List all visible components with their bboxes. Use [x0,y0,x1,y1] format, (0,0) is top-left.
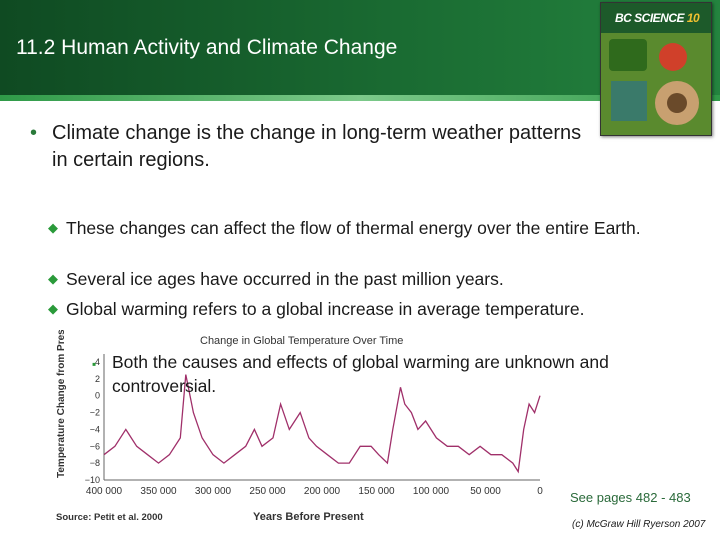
sub-bullet-text: Several ice ages have occurred in the pa… [66,269,504,289]
y-tick-label: 4 [95,357,100,367]
y-tick-label: −4 [90,424,100,434]
cover-photo-leaf [609,39,647,71]
chart-x-label: Years Before Present [253,511,364,523]
x-tick-label: 350 000 [140,486,177,497]
see-pages-note: See pages 482 - 483 [570,490,691,505]
x-tick-label: 0 [537,486,543,497]
main-bullet-text: Climate change is the change in long-ter… [52,122,582,171]
y-tick-label: 2 [95,374,100,384]
sub-bullet-text: These changes can affect the flow of the… [66,218,641,238]
textbook-cover-image: BC SCIENCE 10 [600,2,712,136]
title-divider [0,95,720,101]
sub-sub-bullet: ▪ Both the causes and effects of global … [92,350,692,398]
x-tick-label: 150 000 [358,486,395,497]
cover-brand: BC SCIENCE [615,11,685,25]
chart-title: Change in Global Temperature Over Time [200,335,403,347]
temperature-chart: Change in Global Temperature Over Time T… [56,330,543,523]
x-tick-label: 400 000 [86,486,123,497]
x-tick-label: 250 000 [249,486,286,497]
diamond-bullet-icon: ◆ [48,271,58,286]
cover-photo-berry [659,43,687,71]
cover-band [601,3,711,33]
x-tick-label: 200 000 [304,486,341,497]
square-bullet-icon: ▪ [92,357,97,371]
diamond-bullet-icon: ◆ [48,301,58,316]
x-tick-label: 50 000 [470,486,501,497]
sub-bullet-text: Global warming refers to a global increa… [66,299,585,319]
x-tick-label: 100 000 [413,486,450,497]
y-tick-label: −6 [90,441,100,451]
diamond-bullet-icon: ◆ [48,220,58,235]
temperature-series-line [103,374,541,474]
cover-photo-nucleus [667,93,687,113]
slide-title: 11.2 Human Activity and Climate Change [16,36,398,59]
y-tick-label: −8 [90,458,100,468]
cover-number: 10 [686,11,700,25]
copyright-text: (c) McGraw Hill Ryerson 2007 [572,519,706,530]
y-tick-label: −10 [85,475,100,485]
bullet-dot-icon: • [30,122,38,144]
x-tick-label: 300 000 [195,486,232,497]
cover-title: BC SCIENCE 10 [615,11,700,25]
cover-photo-water [611,81,647,121]
chart-y-label: Temperature Change from Present (°C) [56,330,67,478]
chart-source: Source: Petit et al. 2000 [56,512,163,523]
y-tick-label: −2 [90,408,100,418]
sub-sub-bullet-text: Both the causes and effects of global wa… [112,352,609,396]
y-tick-label: 0 [95,391,100,401]
